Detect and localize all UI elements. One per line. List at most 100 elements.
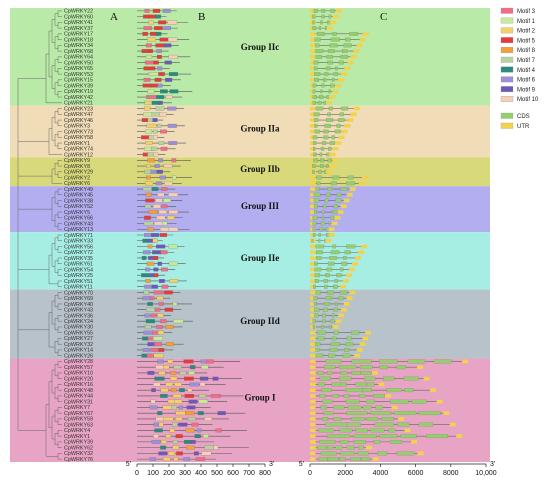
motif-box — [153, 290, 164, 295]
group-band — [10, 358, 490, 462]
utr-box — [351, 261, 358, 266]
motif-box — [149, 273, 155, 278]
utr-box — [328, 227, 335, 232]
tick-label: 4000 — [373, 470, 389, 477]
axis-c: 0 2000 4000 6000 8000 10,000 5' 3' — [299, 461, 497, 477]
motif-box — [158, 20, 167, 25]
cds-box — [357, 451, 369, 456]
motif-box — [173, 365, 182, 370]
motif-box — [201, 365, 209, 370]
cds-box — [339, 376, 352, 381]
motif-box — [167, 106, 177, 111]
gene-label: CpWRKY69 — [64, 296, 93, 302]
cds-box — [312, 20, 315, 25]
cds-box — [333, 72, 339, 76]
cds-box — [312, 95, 317, 99]
utr-box — [356, 348, 363, 352]
motif-box — [158, 451, 168, 456]
cds-box — [320, 20, 323, 25]
cds-box — [322, 319, 326, 324]
motif-box — [158, 158, 163, 163]
axis-start-label: 5' — [299, 461, 304, 468]
gene-label: CpWRKY76 — [64, 457, 93, 463]
motif-box — [152, 129, 158, 134]
motif-box — [176, 451, 183, 456]
motif-box — [168, 54, 178, 59]
utr-box — [310, 9, 316, 13]
motif-box — [154, 307, 161, 312]
utr-box — [347, 60, 354, 65]
utr-box — [355, 256, 362, 260]
gene-label: CpWRKY33 — [64, 239, 93, 245]
cds-box — [334, 279, 338, 283]
gene-label: CpWRKY30 — [64, 325, 93, 331]
group-band — [10, 232, 490, 290]
motif-box — [165, 77, 173, 82]
utr-box — [404, 428, 411, 433]
motif-box — [147, 244, 153, 249]
motif-box — [155, 198, 163, 203]
utr-box — [310, 158, 316, 163]
cds-box — [333, 416, 342, 421]
motif-box — [162, 8, 171, 13]
tick-label: 10,000 — [475, 470, 497, 477]
tick-label: 500 — [211, 470, 223, 477]
motif-box — [157, 83, 163, 88]
cds-box — [347, 405, 362, 410]
utr-box — [325, 101, 332, 105]
motif-box — [185, 411, 195, 416]
motif-box — [165, 325, 174, 329]
motif-box — [154, 342, 163, 347]
motif-box — [144, 204, 152, 209]
motif-box — [144, 284, 153, 289]
cds-box — [336, 192, 342, 197]
cds-box — [313, 112, 320, 117]
motif-panel — [137, 8, 249, 462]
gene-label: CpWRKY5 — [64, 210, 90, 216]
cds-box — [322, 399, 333, 404]
utr-box — [417, 451, 424, 456]
cds-box — [312, 215, 318, 220]
motif-box — [217, 411, 226, 416]
gene-label: CpWRKY73 — [64, 129, 93, 135]
utr-box — [350, 55, 357, 59]
motif-box — [153, 135, 158, 140]
utr-box — [335, 83, 342, 88]
motif-box — [145, 43, 152, 48]
motif-box — [168, 244, 178, 249]
cds-box — [314, 72, 321, 76]
cds-box — [312, 26, 317, 31]
gene-label: CpWRKY26 — [64, 353, 93, 359]
cds-box — [332, 336, 337, 341]
cds-box — [329, 348, 338, 352]
gene-label: CpWRKY51 — [64, 279, 93, 285]
utr-box — [310, 204, 316, 209]
motif-box — [157, 359, 164, 364]
cds-box — [418, 422, 434, 427]
cds-box — [332, 244, 337, 249]
gene-label: CpWRKY39 — [64, 440, 93, 446]
cds-box — [314, 123, 318, 128]
utr-box — [310, 244, 316, 249]
cds-box — [338, 60, 344, 65]
motif-box — [160, 146, 168, 151]
gene-label: CpWRKY11 — [64, 285, 93, 291]
motif-box — [150, 83, 158, 88]
utr-box — [398, 417, 405, 421]
cds-box — [340, 451, 356, 456]
motif-box — [149, 405, 158, 410]
utr-box — [371, 371, 378, 375]
cds-box — [313, 198, 320, 203]
utr-box — [346, 192, 353, 197]
utr-box — [359, 342, 366, 346]
cds-box — [332, 394, 339, 398]
gene-label: CpWRKY23 — [64, 106, 93, 112]
cds-box — [318, 428, 335, 433]
group-label: Group IId — [240, 316, 280, 326]
utr-box — [310, 342, 316, 346]
gene-label: CpWRKY28 — [64, 359, 93, 365]
tick-label: 6000 — [408, 470, 424, 477]
utr-box — [332, 325, 339, 329]
motif-box — [168, 227, 179, 232]
